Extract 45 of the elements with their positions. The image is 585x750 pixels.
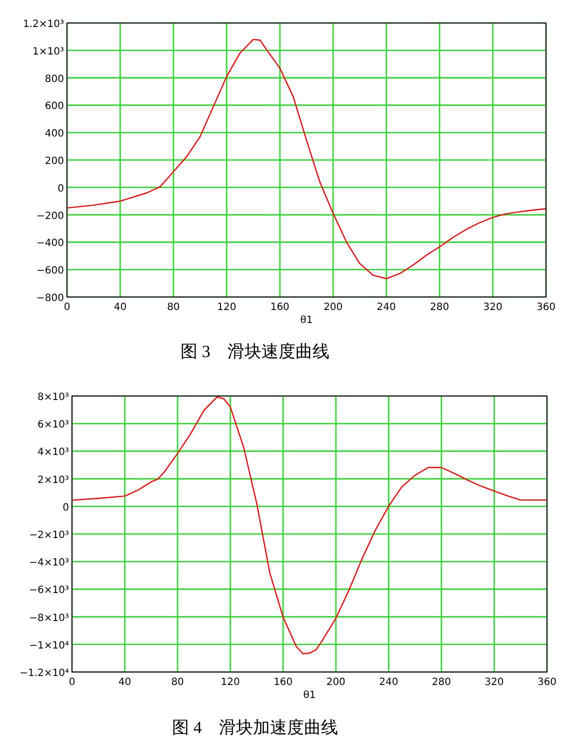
- y-tick-label: 200: [44, 156, 64, 167]
- x-tick-label: 240: [376, 302, 396, 313]
- y-tick-label: −4×10³: [29, 558, 69, 569]
- y-tick-label: 4×10³: [38, 447, 69, 458]
- y-tick-label: −800: [36, 293, 64, 304]
- y-tick-label: −600: [36, 266, 64, 277]
- x-axis-title: θ1: [300, 315, 313, 326]
- x-tick-label: 240: [379, 677, 398, 688]
- x-tick-label: 200: [324, 302, 343, 313]
- x-tick-label: 280: [430, 302, 450, 313]
- text: 图 3 滑块速度曲线: [180, 342, 330, 361]
- x-tick-label: 40: [118, 677, 132, 688]
- y-tick-label: −2×10³: [29, 530, 69, 541]
- x-tick-label: 320: [484, 677, 504, 688]
- x-tick-label: 200: [326, 677, 346, 688]
- y-tick-label: 0: [58, 183, 64, 194]
- text: 图 4 滑块加速度曲线: [172, 718, 338, 737]
- y-tick-label: 6×10³: [38, 420, 69, 431]
- y-tick-label: 400: [44, 128, 64, 140]
- y-tick-label: 1×10³: [32, 46, 64, 58]
- x-tick-label: 320: [483, 302, 502, 313]
- x-tick-label: 160: [270, 302, 290, 313]
- x-tick-label: 120: [220, 677, 240, 688]
- x-tick-label: 360: [536, 302, 556, 313]
- x-tick-label: 120: [217, 302, 236, 313]
- y-tick-label: 0: [62, 502, 69, 514]
- y-tick-label: −6×10³: [29, 585, 69, 596]
- line-series: [66, 38, 547, 280]
- y-tick-label: −8×10³: [29, 612, 69, 624]
- y-tick-label: 600: [44, 101, 64, 112]
- y-tick-label: 2×10³: [38, 474, 69, 486]
- y-tick-label: −400: [36, 238, 64, 250]
- y-tick-label: 8×10³: [38, 392, 69, 403]
- x-tick-label: 80: [167, 302, 180, 313]
- y-tick-label: −200: [36, 210, 64, 222]
- y-tick-label: 1.2×10³: [22, 19, 64, 30]
- y-tick-label: −1×10⁴: [29, 640, 69, 652]
- x-tick-label: 160: [274, 677, 293, 688]
- x-axis-title: θ1: [303, 690, 316, 701]
- x-tick-label: 80: [171, 677, 184, 688]
- x-tick-label: 360: [537, 677, 557, 688]
- y-tick-label: 800: [44, 74, 64, 85]
- x-tick-label: 40: [114, 302, 127, 313]
- x-tick-label: 280: [432, 677, 451, 688]
- y-tick-label: −1.2×10⁴: [20, 668, 69, 679]
